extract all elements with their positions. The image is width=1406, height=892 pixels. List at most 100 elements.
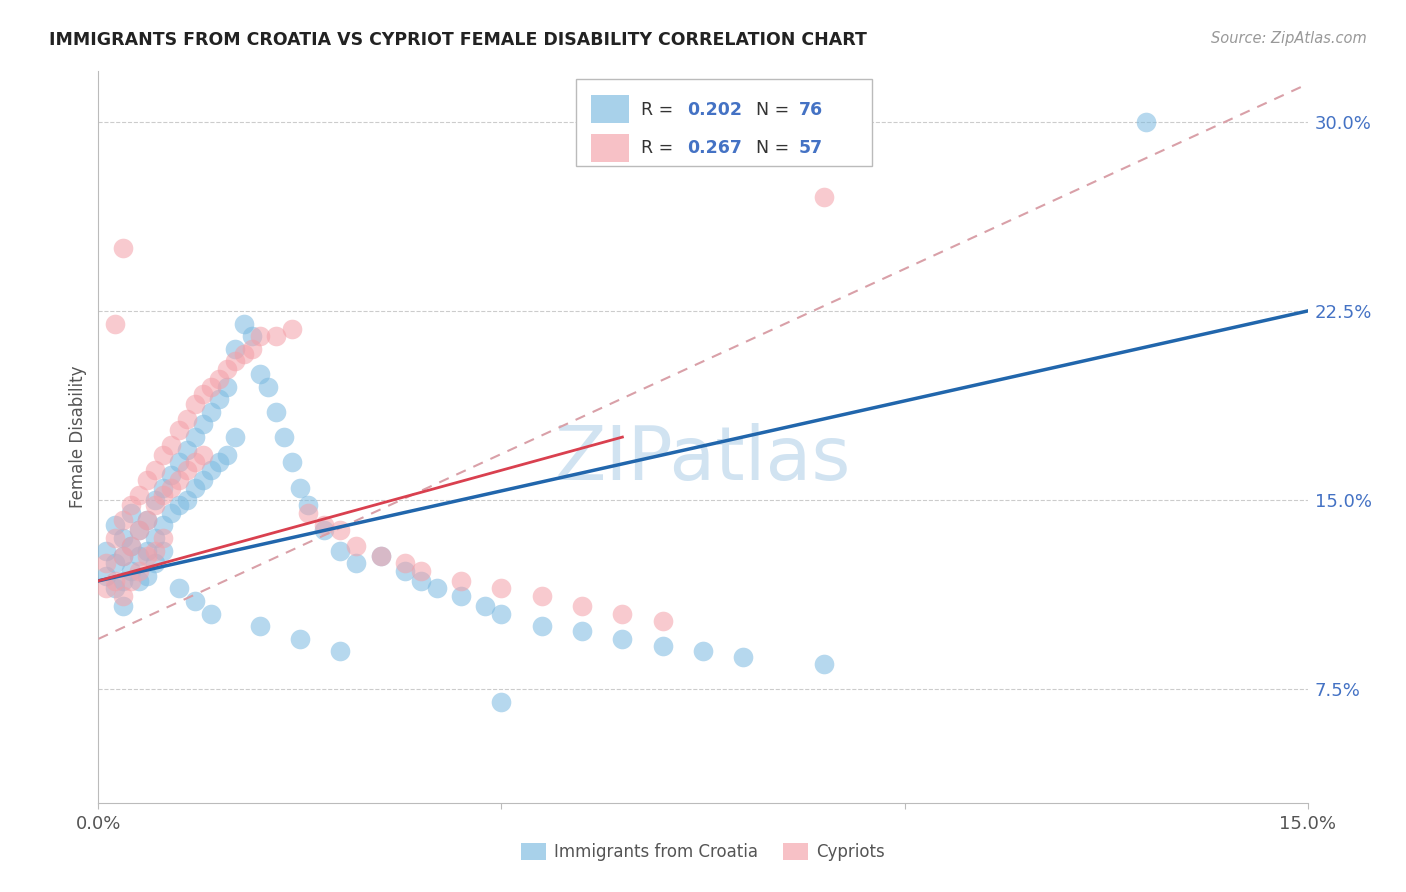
- Point: [264, 405, 287, 419]
- Text: 0.202: 0.202: [688, 101, 742, 119]
- Point: [193, 387, 215, 401]
- Point: [184, 481, 207, 495]
- Point: [152, 448, 174, 462]
- Point: [120, 539, 142, 553]
- Point: [128, 524, 150, 538]
- Point: [111, 513, 134, 527]
- Point: [184, 430, 207, 444]
- Point: [224, 342, 246, 356]
- Point: [96, 569, 118, 583]
- Point: [135, 549, 157, 563]
- Point: [135, 473, 157, 487]
- Point: [200, 463, 222, 477]
- Point: [160, 437, 183, 451]
- Point: [692, 644, 714, 658]
- Point: [240, 329, 263, 343]
- Point: [273, 430, 295, 444]
- Point: [297, 506, 319, 520]
- Point: [111, 241, 134, 255]
- Point: [232, 347, 254, 361]
- Point: [530, 619, 553, 633]
- Point: [329, 524, 352, 538]
- Point: [167, 498, 190, 512]
- Point: [111, 549, 134, 563]
- Point: [813, 657, 835, 671]
- Point: [143, 493, 166, 508]
- Point: [176, 442, 198, 457]
- Point: [217, 448, 239, 462]
- Point: [120, 506, 142, 520]
- Point: [103, 531, 125, 545]
- Point: [143, 531, 166, 545]
- Point: [193, 473, 215, 487]
- Point: [111, 589, 134, 603]
- Point: [224, 430, 246, 444]
- Text: N =: N =: [756, 139, 794, 157]
- Point: [167, 423, 190, 437]
- Text: 57: 57: [799, 139, 823, 157]
- Text: N =: N =: [756, 101, 794, 119]
- Point: [152, 488, 174, 502]
- Legend: Immigrants from Croatia, Cypriots: Immigrants from Croatia, Cypriots: [515, 836, 891, 868]
- Point: [103, 518, 125, 533]
- Point: [152, 481, 174, 495]
- Text: 0.267: 0.267: [688, 139, 742, 157]
- Point: [120, 564, 142, 578]
- Point: [120, 498, 142, 512]
- Point: [224, 354, 246, 368]
- Point: [167, 582, 190, 596]
- Point: [184, 594, 207, 608]
- Point: [297, 498, 319, 512]
- Point: [217, 379, 239, 393]
- Point: [314, 518, 336, 533]
- Point: [208, 372, 231, 386]
- Point: [152, 518, 174, 533]
- Point: [344, 539, 367, 553]
- Point: [200, 607, 222, 621]
- Point: [491, 582, 513, 596]
- Point: [152, 531, 174, 545]
- Point: [103, 317, 125, 331]
- Point: [120, 539, 142, 553]
- Point: [184, 455, 207, 469]
- Point: [491, 695, 513, 709]
- Point: [184, 397, 207, 411]
- Point: [571, 624, 593, 639]
- Point: [394, 556, 416, 570]
- Point: [571, 599, 593, 613]
- Point: [96, 556, 118, 570]
- FancyBboxPatch shape: [591, 134, 630, 161]
- Point: [264, 329, 287, 343]
- Point: [426, 582, 449, 596]
- Point: [128, 549, 150, 563]
- Point: [111, 574, 134, 588]
- Point: [96, 543, 118, 558]
- Point: [394, 564, 416, 578]
- Point: [176, 493, 198, 508]
- Point: [176, 463, 198, 477]
- Point: [314, 524, 336, 538]
- Point: [128, 564, 150, 578]
- Point: [288, 632, 311, 646]
- Point: [143, 463, 166, 477]
- Point: [120, 574, 142, 588]
- FancyBboxPatch shape: [591, 95, 630, 123]
- Point: [217, 362, 239, 376]
- Point: [249, 367, 271, 381]
- Point: [103, 582, 125, 596]
- Text: ZIPatlas: ZIPatlas: [555, 423, 851, 496]
- Text: Source: ZipAtlas.com: Source: ZipAtlas.com: [1211, 31, 1367, 46]
- Point: [143, 543, 166, 558]
- Point: [530, 589, 553, 603]
- Point: [200, 379, 222, 393]
- Point: [370, 549, 392, 563]
- Point: [240, 342, 263, 356]
- Point: [152, 543, 174, 558]
- Point: [733, 649, 755, 664]
- Point: [193, 448, 215, 462]
- Point: [103, 574, 125, 588]
- Point: [1135, 115, 1157, 129]
- Point: [329, 543, 352, 558]
- Point: [160, 506, 183, 520]
- Point: [200, 405, 222, 419]
